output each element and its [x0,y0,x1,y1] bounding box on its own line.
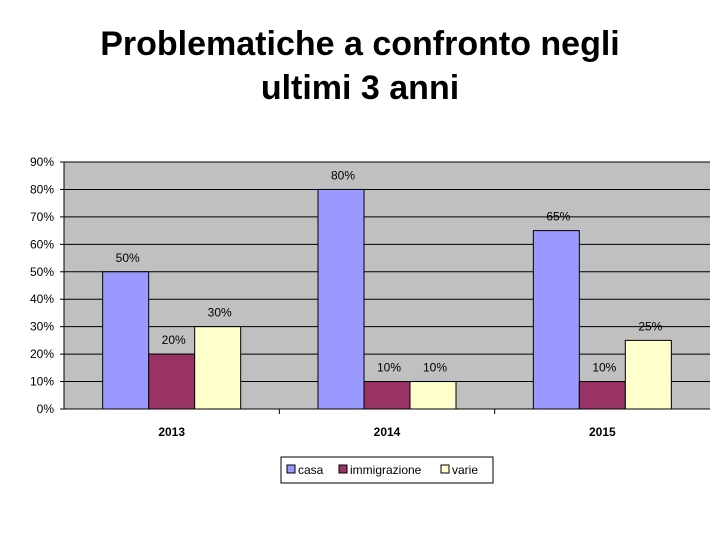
legend-label-casa: casa [298,463,324,477]
legend-swatch-immigrazione [338,464,348,474]
bar-varie-2014 [409,381,457,410]
x-tick-label: 2014 [374,425,401,439]
y-tick-label: 60% [30,237,54,251]
bar-immigrazione-2013 [148,353,196,410]
y-tick-label: 40% [30,292,54,306]
legend-swatch-varie [440,464,450,474]
y-tick-label: 0% [37,402,55,416]
bar-casa-2014 [317,188,365,410]
x-tick-label: 2013 [158,425,185,439]
bar-varie-2013 [194,326,242,410]
legend-label-varie: varie [452,463,478,477]
legend-swatch-casa [286,464,296,474]
bar-casa-2013 [102,271,150,410]
legend [280,456,494,484]
data-label: 10% [377,361,401,375]
bar-varie-2015 [624,339,672,410]
chart-title: Problematiche a confronto negli ultimi 3… [0,22,720,110]
y-tick-label: 10% [30,375,54,389]
y-tick-label: 50% [30,265,54,279]
chart-title-line-2: ultimi 3 anni [260,69,460,107]
data-label: 65% [546,210,570,224]
x-tick-label: 2015 [589,425,616,439]
bar-immigrazione-2015 [578,381,626,410]
data-label: 25% [638,319,662,333]
data-label: 50% [116,251,140,265]
y-tick-label: 90% [30,155,54,169]
bar-immigrazione-2014 [363,381,411,410]
y-tick-label: 70% [30,210,54,224]
y-tick-label: 80% [30,182,54,196]
legend-label-immigrazione: immigrazione [350,463,422,477]
data-label: 20% [162,333,186,347]
bar-casa-2015 [532,230,580,410]
y-tick-label: 30% [30,320,54,334]
data-label: 10% [423,361,447,375]
y-tick-label: 20% [30,347,54,361]
data-label: 30% [208,306,232,320]
chart-title-line-1: Problematiche a confronto negli [100,25,620,63]
data-label: 80% [331,168,355,182]
data-label: 10% [592,361,616,375]
